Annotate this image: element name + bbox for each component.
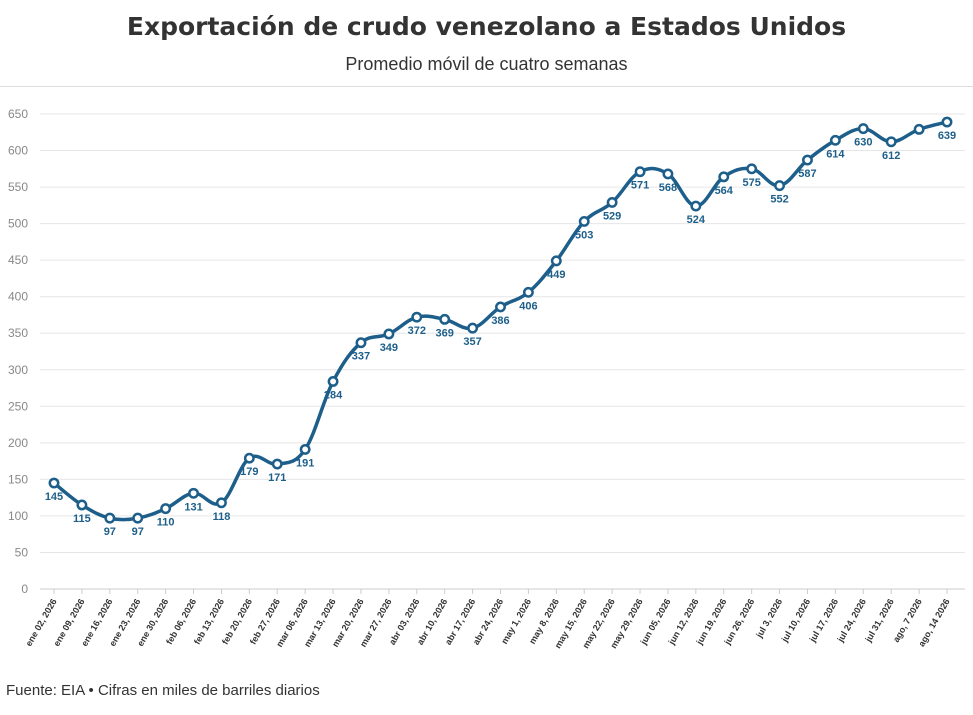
data-label: 564 (715, 185, 734, 197)
y-tick-label: 300 (8, 363, 28, 377)
data-point (522, 286, 534, 298)
data-point (578, 215, 590, 227)
data-point (662, 168, 674, 180)
data-point (243, 452, 255, 464)
data-label: 115 (73, 513, 91, 525)
data-label: 575 (742, 177, 760, 189)
data-label: 449 (547, 269, 565, 281)
data-point (606, 196, 618, 208)
data-point (550, 255, 562, 267)
data-point (215, 497, 227, 509)
data-label: 552 (770, 194, 788, 206)
data-point (941, 116, 953, 128)
data-point (299, 443, 311, 455)
data-point (132, 512, 144, 524)
data-label: 529 (603, 210, 621, 222)
y-tick-label: 500 (8, 217, 28, 231)
data-point (327, 376, 339, 387)
data-point (857, 123, 869, 135)
data-label: 131 (184, 501, 202, 513)
data-point (495, 301, 506, 313)
header-divider (0, 86, 973, 87)
data-point (104, 512, 116, 524)
data-point (48, 477, 60, 489)
y-tick-label: 450 (8, 253, 28, 267)
x-tick-label: jul 3, 2026 (754, 597, 785, 640)
data-point (885, 136, 897, 148)
data-point (411, 311, 423, 323)
y-tick-label: 0 (21, 582, 28, 596)
data-point (690, 200, 702, 212)
data-label: 110 (157, 517, 175, 529)
y-tick-label: 600 (8, 144, 28, 158)
y-tick-label: 350 (8, 326, 28, 340)
y-tick-label: 550 (8, 180, 28, 194)
data-label: 571 (631, 180, 649, 192)
data-label: 357 (463, 336, 481, 348)
data-point (467, 322, 479, 334)
y-axis-ticks: 0 50 100 150 200 250 300 350 400 450 500 550 600 650 (8, 107, 28, 596)
y-tick-label: 650 (8, 107, 28, 121)
data-labels: 145 115 97 97 110 131 118 179 171 191 284 337 349 372… (45, 130, 956, 538)
data-label: 337 (352, 351, 370, 363)
data-label: 568 (659, 182, 677, 194)
data-label: 372 (408, 325, 426, 337)
data-label: 191 (296, 457, 314, 469)
data-point (718, 171, 730, 183)
data-point (188, 487, 199, 499)
y-tick-label: 250 (8, 399, 28, 413)
chart-subtitle: Promedio móvil de cuatro semanas (345, 54, 628, 74)
data-point (746, 163, 758, 175)
data-label: 179 (240, 466, 258, 478)
data-point (634, 166, 646, 178)
data-label: 630 (854, 137, 872, 149)
data-point (383, 328, 395, 340)
data-point (829, 134, 841, 146)
data-label: 145 (45, 491, 63, 503)
data-label: 97 (132, 526, 144, 538)
data-label: 406 (519, 300, 537, 312)
data-label: 369 (436, 327, 454, 339)
data-label: 503 (575, 229, 593, 241)
source-note: Fuente: EIA • Cifras en miles de barrile… (6, 682, 320, 699)
data-label: 118 (213, 511, 231, 523)
data-point (271, 458, 283, 470)
data-label: 587 (798, 168, 816, 180)
data-point (774, 180, 786, 192)
grid-lines (40, 113, 965, 590)
data-label: 284 (324, 389, 343, 401)
data-label: 349 (380, 342, 398, 354)
data-point (802, 154, 813, 166)
data-label: 171 (268, 472, 286, 484)
y-tick-label: 50 (15, 545, 29, 559)
data-label: 386 (491, 315, 509, 327)
data-point (913, 123, 925, 135)
data-label: 614 (826, 148, 845, 160)
y-tick-label: 100 (8, 509, 28, 523)
data-label: 97 (104, 526, 116, 538)
data-point (160, 503, 172, 515)
data-label: 639 (938, 130, 956, 142)
y-tick-label: 400 (8, 290, 28, 304)
data-point (439, 313, 451, 325)
data-point (76, 499, 88, 511)
data-label: 524 (687, 214, 706, 226)
chart-title: Exportación de crudo venezolano a Estado… (126, 12, 847, 41)
data-points (48, 116, 953, 524)
y-tick-label: 200 (8, 436, 28, 450)
data-point (355, 337, 367, 349)
data-label: 612 (882, 150, 900, 162)
y-tick-label: 150 (8, 472, 28, 486)
